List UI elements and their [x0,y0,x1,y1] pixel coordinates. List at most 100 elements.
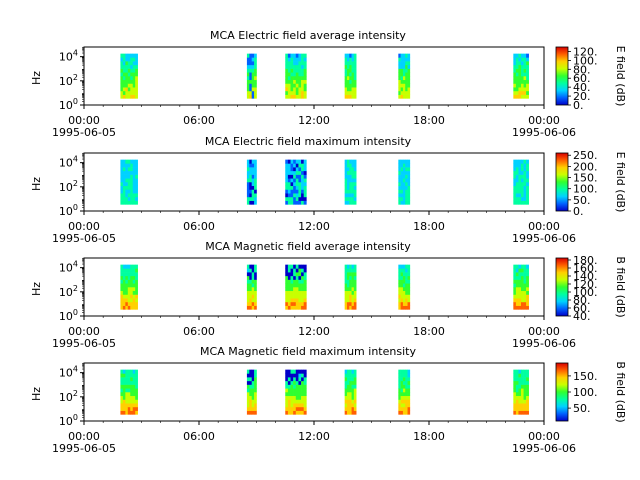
heatmap-cell [515,294,519,299]
heatmap-cell [405,384,408,389]
heatmap-cell [405,410,408,415]
heatmap-cell [353,275,357,280]
heatmap-cell [249,61,253,66]
heatmap-cell [405,83,408,88]
heatmap-cell [120,279,124,284]
heatmap-cell [523,79,527,84]
heatmap-cell [301,264,304,269]
heatmap-cell [130,287,134,292]
heatmap-cell [254,90,257,95]
heatmap-cell [346,305,350,310]
heatmap-cell [132,163,136,168]
heatmap-cell [120,174,124,179]
heatmap-cell [301,298,304,303]
heatmap-cell [251,301,255,306]
heatmap-cell [251,275,255,280]
heatmap-cell [132,83,136,88]
heatmap-cell [513,410,517,415]
heatmap-cell [301,94,304,99]
heatmap-cell [303,264,307,269]
heatmap-cell [122,163,126,168]
heatmap-cell [346,369,350,374]
heatmap-cell [513,369,517,374]
heatmap-cell [526,61,529,66]
heatmap-cell [407,399,411,404]
heatmap-cell [353,174,357,179]
heatmap-cell [513,275,517,280]
heatmap-cell [344,298,348,303]
heatmap-cell [301,275,304,280]
heatmap-cell [515,395,519,400]
heatmap-cell [346,178,350,183]
x-tick-label: 00:00 [68,220,100,233]
heatmap-cell [351,301,355,306]
heatmap-cell [249,403,253,408]
heatmap-cell [400,90,404,95]
y-axis-label: Hz [30,282,43,296]
heatmap-cell [249,83,253,88]
heatmap-cell [353,83,357,88]
heatmap-cell [293,61,297,66]
heatmap-cell [405,167,408,172]
heatmap-cell [402,83,406,88]
heatmap-cell [122,182,126,187]
heatmap-cell [287,174,291,179]
heatmap-cell [400,403,404,408]
heatmap-cell [130,185,134,190]
heatmap-cell [513,298,517,303]
heatmap-cell [120,87,124,92]
heatmap-cell [344,87,348,92]
heatmap-cell [400,380,404,385]
heatmap-cell [344,287,348,292]
heatmap-cell [523,87,527,92]
heatmap-cell [523,163,527,168]
heatmap-cell [407,395,411,400]
heatmap-cell [127,406,131,411]
heatmap-cell [523,182,527,187]
heatmap-cell [293,399,297,404]
heatmap-cell [515,264,519,269]
heatmap-cell [398,68,401,73]
heatmap-cell [400,290,404,295]
heatmap-cell [127,392,131,397]
heatmap-cell [298,57,302,62]
heatmap-cell [132,410,136,415]
heatmap-cell [523,369,527,374]
heatmap-cell [287,159,291,164]
heatmap-cell [295,53,299,58]
heatmap-cell [135,369,138,374]
x-date-start: 1995-06-05 [52,232,116,245]
heatmap-cell [120,275,124,280]
y-tick-label: 102 [59,284,78,299]
heatmap-cell [293,200,297,205]
heatmap-cell [130,268,134,273]
heatmap-cell [285,264,289,269]
heatmap-cell [351,170,355,175]
heatmap-cell [293,196,297,201]
heatmap-cell [301,196,304,201]
heatmap-cell [251,399,255,404]
heatmap-cell [526,377,529,382]
heatmap-cell [127,87,131,92]
heatmap-cell [344,182,348,187]
heatmap-cell [526,410,529,415]
heatmap-cell [125,272,129,277]
heatmap-cell [127,174,131,179]
heatmap-cell [285,406,289,411]
heatmap-cell [295,68,299,73]
x-date-end: 1995-06-06 [512,232,576,245]
heatmap-cell [285,196,289,201]
heatmap-cell [301,380,304,385]
heatmap-cell [122,189,126,194]
heatmap-cell [407,94,411,99]
colorbar-gradient [555,257,569,317]
heatmap-cell [132,185,136,190]
heatmap-cell [120,283,124,288]
heatmap-cell [132,72,136,77]
heatmap-cell [523,287,527,292]
heatmap-cell [122,79,126,84]
heatmap-cell [521,182,524,187]
heatmap-cell [298,272,302,277]
heatmap-cell [346,76,350,81]
heatmap-cell [295,290,299,295]
